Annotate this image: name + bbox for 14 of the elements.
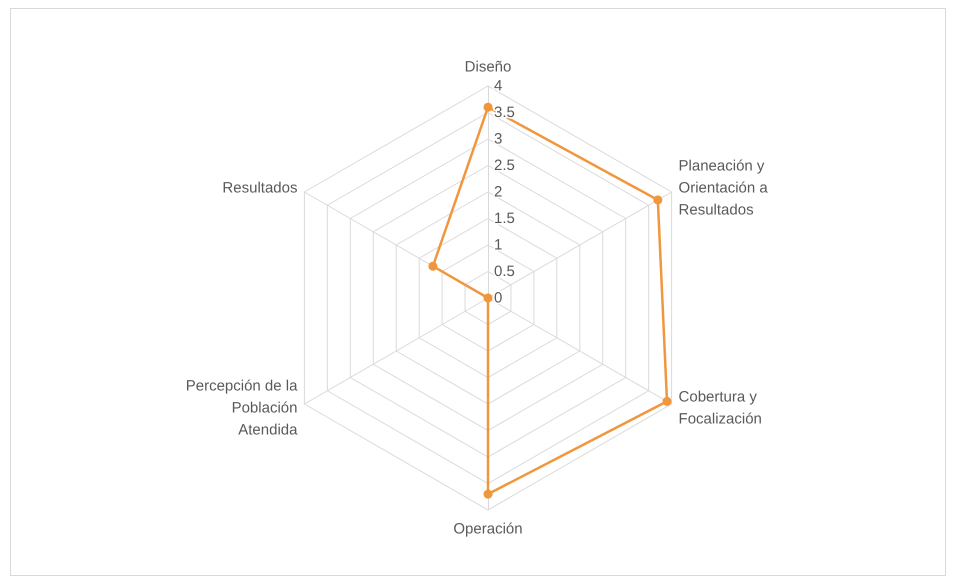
spoke-label: Planeación y Orientación a Resultados xyxy=(678,158,768,218)
y-tick-label: 1.5 xyxy=(494,210,515,227)
y-tick-label: 0.5 xyxy=(494,263,515,280)
y-tick-label: 0 xyxy=(494,290,502,306)
spoke-label: Percepción de la Población Atendida xyxy=(186,378,298,438)
spoke-label: Resultados xyxy=(222,180,298,196)
spoke-label: Operación xyxy=(453,520,523,538)
y-tick-label: 3 xyxy=(494,130,502,148)
y-tick-label: 4 xyxy=(494,78,502,94)
y-tick-label: 1 xyxy=(494,236,502,254)
spoke-label: Cobertura y Focalización xyxy=(678,388,762,428)
spoke-label: Diseño xyxy=(464,58,512,76)
y-tick-label: 2.5 xyxy=(494,157,515,174)
y-tick-label: 2 xyxy=(494,184,502,200)
